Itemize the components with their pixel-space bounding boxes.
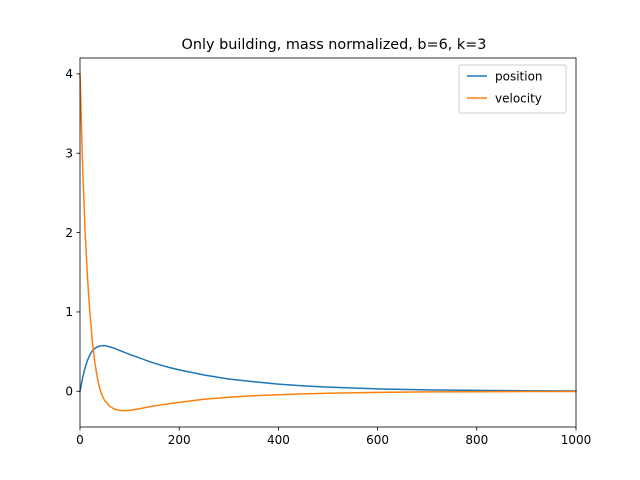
x-tick-label: 200 [168,433,191,447]
y-tick-label: 4 [65,67,73,81]
plot-area [79,73,577,412]
axes: 0 200 400 600 800 1000 0 1 2 3 4 [65,57,592,447]
legend-label-position: position [495,69,543,83]
legend-label-velocity: velocity [495,91,542,105]
x-tick-label: 0 [76,433,84,447]
series-line-velocity [79,73,577,412]
x-tick-label: 800 [465,433,488,447]
chart-title: Only building, mass normalized, b=6, k=3 [182,37,487,53]
x-tick-label: 600 [366,433,389,447]
y-tick-label: 1 [65,305,73,319]
legend-box [458,64,567,114]
y-tick-label: 2 [65,226,73,240]
x-tick-label: 400 [267,433,290,447]
y-tick-label: 0 [65,385,73,399]
axes-frame [79,57,577,428]
y-tick-label: 3 [65,147,73,161]
x-tick-label: 1000 [561,433,592,447]
legend: position velocity [458,64,567,114]
